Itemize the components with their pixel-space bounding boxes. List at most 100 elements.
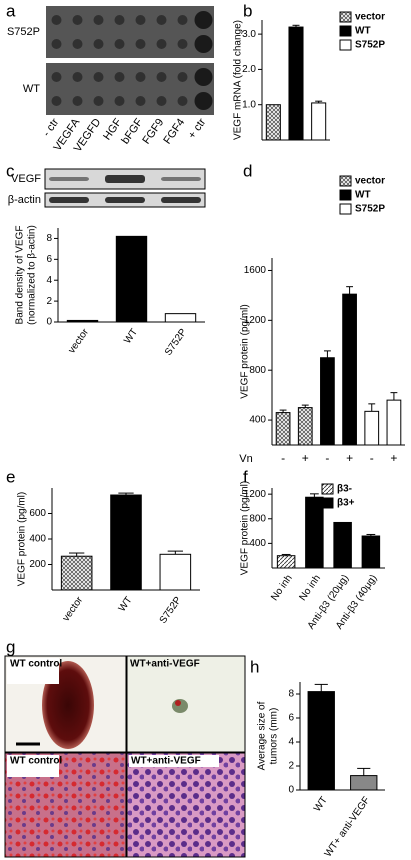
array-spot bbox=[177, 96, 188, 106]
legend-swatch bbox=[339, 25, 352, 37]
bar bbox=[115, 235, 148, 323]
micrograph bbox=[126, 752, 246, 858]
array-spot bbox=[135, 39, 146, 49]
array-spot bbox=[51, 96, 62, 106]
column-label: + ctr bbox=[186, 116, 208, 141]
y-tick-label: 4 bbox=[46, 275, 52, 286]
y-tick-label: 1200 bbox=[244, 489, 267, 500]
array-spot bbox=[114, 72, 125, 82]
column-label: FGF9 bbox=[140, 117, 166, 147]
array-spot bbox=[51, 72, 62, 82]
bar bbox=[307, 691, 335, 791]
blot-label: β-actin bbox=[8, 194, 41, 206]
legend-label: WT bbox=[355, 190, 371, 201]
array-spot bbox=[72, 15, 83, 25]
y-axis-label: VEGF mRNA (fold change) bbox=[233, 20, 244, 140]
bar bbox=[275, 412, 291, 446]
x-tick-label: + bbox=[302, 451, 309, 465]
array-spot bbox=[93, 96, 104, 106]
bar bbox=[320, 357, 335, 446]
y-axis-label: tumors (mm) bbox=[269, 708, 280, 765]
panel-letter: e bbox=[6, 467, 15, 486]
y-tick-label: 2 bbox=[288, 761, 294, 772]
y-tick-label: 800 bbox=[249, 365, 266, 376]
legend-swatch bbox=[339, 203, 352, 215]
bar bbox=[364, 410, 380, 446]
caption-bg bbox=[129, 755, 219, 767]
array-spot bbox=[194, 11, 213, 29]
x-tick-label: - bbox=[281, 451, 285, 465]
array-spot bbox=[177, 39, 188, 49]
array-spot bbox=[194, 35, 213, 53]
y-tick-label: 0 bbox=[288, 785, 294, 796]
column-label: bFGF bbox=[119, 116, 145, 146]
x-tick-label: - bbox=[325, 451, 329, 465]
legend-swatch bbox=[321, 497, 334, 509]
bar bbox=[311, 102, 327, 141]
blot-label: VEGF bbox=[11, 173, 41, 185]
blot-band bbox=[49, 197, 89, 203]
x-axis-label: Vn bbox=[239, 453, 252, 465]
legend-label: S752P bbox=[355, 40, 385, 51]
legend-swatch bbox=[339, 175, 352, 187]
caption: WT+anti-VEGF bbox=[130, 659, 200, 670]
blot-band bbox=[161, 177, 201, 181]
array-spot bbox=[51, 39, 62, 49]
row-label: WT bbox=[23, 83, 40, 95]
y-tick-label: 6 bbox=[46, 254, 52, 265]
bar bbox=[342, 293, 357, 446]
panel-letter: d bbox=[243, 161, 252, 180]
y-axis-label: VEGF protein (pg/ml) bbox=[17, 492, 28, 586]
y-tick-label: 0 bbox=[46, 317, 52, 328]
y-tick-label: 1600 bbox=[244, 265, 267, 276]
array-spot bbox=[93, 39, 104, 49]
bar bbox=[386, 399, 402, 446]
row-label: S752P bbox=[7, 26, 40, 38]
x-tick-label: WT bbox=[312, 795, 330, 814]
legend-swatch bbox=[339, 11, 352, 23]
panel-letter: c bbox=[6, 161, 15, 180]
panel-letter: h bbox=[250, 657, 259, 676]
bar bbox=[288, 26, 304, 141]
y-tick-label: 1.0 bbox=[242, 99, 256, 110]
bar bbox=[333, 521, 352, 569]
caption-bg bbox=[7, 658, 59, 684]
y-axis-label: Average size of bbox=[257, 701, 268, 770]
array-image bbox=[46, 6, 214, 58]
legend-label: S752P bbox=[355, 204, 385, 215]
array-spot bbox=[194, 92, 213, 110]
panel-g: g WT control WT+anti-VEGF WT control WT+… bbox=[4, 637, 246, 858]
y-axis-label: Band density of VEGF bbox=[15, 226, 26, 325]
y-tick-label: 2.0 bbox=[242, 64, 256, 75]
array-spot bbox=[72, 96, 83, 106]
y-tick-label: 400 bbox=[249, 538, 266, 549]
y-tick-label: 6 bbox=[288, 713, 294, 724]
x-tick-label: No inh bbox=[269, 573, 295, 603]
bar bbox=[350, 775, 378, 791]
blot-band bbox=[49, 177, 89, 181]
bar bbox=[60, 555, 93, 591]
array-spot bbox=[135, 72, 146, 82]
y-tick-label: 1200 bbox=[244, 315, 267, 326]
legend-label: β3- bbox=[337, 484, 352, 495]
panel-letter: f bbox=[243, 467, 248, 486]
y-tick-label: 4 bbox=[288, 737, 294, 748]
array-spot bbox=[93, 15, 104, 25]
array-spot bbox=[194, 68, 213, 86]
panel-letter: g bbox=[6, 637, 15, 656]
y-tick-label: 400 bbox=[249, 415, 266, 426]
y-tick-label: 8 bbox=[288, 689, 294, 700]
y-tick-label: 8 bbox=[46, 233, 52, 244]
bar bbox=[164, 313, 197, 323]
y-tick-label: 400 bbox=[29, 534, 46, 545]
blot-band bbox=[105, 197, 145, 203]
array-spot bbox=[114, 39, 125, 49]
x-tick-label: No inh bbox=[297, 573, 323, 603]
caption: WT control bbox=[10, 659, 62, 670]
legend-label: β3+ bbox=[337, 498, 355, 509]
x-tick-label: WT bbox=[122, 327, 140, 346]
array-image bbox=[46, 63, 214, 115]
blot-band bbox=[105, 175, 145, 183]
x-tick-label: vector bbox=[66, 326, 91, 355]
array-spot bbox=[156, 15, 167, 25]
